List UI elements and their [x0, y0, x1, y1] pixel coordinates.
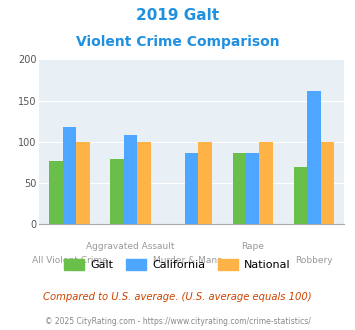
Text: 2019 Galt: 2019 Galt	[136, 8, 219, 23]
Bar	[63, 127, 76, 224]
Bar	[294, 168, 307, 224]
Legend: Galt, California, National: Galt, California, National	[60, 255, 295, 275]
Text: Rape: Rape	[241, 243, 264, 251]
Text: Robbery: Robbery	[295, 256, 333, 265]
Bar	[124, 135, 137, 224]
Text: Compared to U.S. average. (U.S. average equals 100): Compared to U.S. average. (U.S. average …	[43, 292, 312, 302]
Bar	[260, 142, 273, 224]
Bar	[307, 91, 321, 224]
Bar	[137, 142, 151, 224]
Text: All Violent Crime: All Violent Crime	[32, 256, 108, 265]
Bar	[198, 142, 212, 224]
Bar	[185, 153, 198, 224]
Text: Violent Crime Comparison: Violent Crime Comparison	[76, 35, 279, 49]
Bar	[321, 142, 334, 224]
Bar	[233, 152, 246, 224]
Bar	[76, 142, 90, 224]
Text: Murder & Mans...: Murder & Mans...	[153, 256, 230, 265]
Bar	[246, 152, 260, 224]
Text: Aggravated Assault: Aggravated Assault	[86, 243, 175, 251]
Text: © 2025 CityRating.com - https://www.cityrating.com/crime-statistics/: © 2025 CityRating.com - https://www.city…	[45, 317, 310, 326]
Bar	[110, 159, 124, 224]
Bar	[49, 161, 63, 224]
